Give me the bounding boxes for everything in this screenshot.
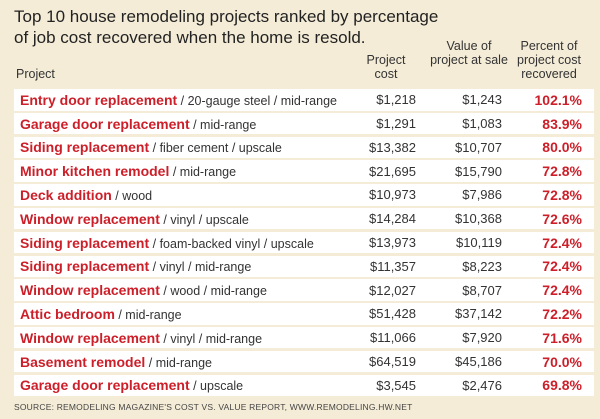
project-cell: Window replacement / wood / mid-range [20, 282, 267, 298]
project-cell: Siding replacement / foam-backed vinyl /… [20, 235, 314, 251]
project-details: / wood / mid-range [159, 284, 267, 299]
project-cost-cell: $3,545 [376, 377, 416, 393]
project-name: Entry door replacement [20, 91, 178, 108]
project-name: Siding replacement [20, 258, 150, 275]
project-cell: Garage door replacement / upscale [20, 377, 243, 393]
project-details: / 20-gauge steel / mid-range [177, 93, 337, 108]
value-at-sale-cell: $7,986 [462, 187, 502, 203]
project-name: Siding replacement [20, 139, 150, 156]
percent-recovered-cell: 72.2% [542, 305, 582, 322]
percent-recovered-cell: 72.4% [542, 234, 582, 251]
project-details: / foam-backed vinyl / upscale [149, 236, 314, 251]
percent-recovered-cell: 72.8% [542, 186, 582, 203]
project-details: / mid-range [189, 117, 257, 132]
value-at-sale-cell: $2,476 [462, 377, 502, 393]
percent-recovered-cell: 80.0% [542, 139, 582, 156]
value-at-sale-cell: $15,790 [455, 163, 502, 179]
project-cell: Entry door replacement / 20-gauge steel … [20, 92, 337, 108]
project-cell: Basement remodel / mid-range [20, 354, 212, 370]
project-name: Siding replacement [20, 234, 150, 251]
percent-recovered-cell: 70.0% [542, 353, 582, 370]
project-cell: Minor kitchen remodel / mid-range [20, 163, 236, 179]
project-cell: Window replacement / vinyl / mid-range [20, 330, 262, 346]
value-at-sale-cell: $7,920 [462, 330, 502, 346]
project-details: / vinyl / upscale [159, 212, 249, 227]
project-cell: Attic bedroom / mid-range [20, 306, 182, 322]
project-cost-cell: $13,382 [369, 139, 416, 155]
project-cost-cell: $64,519 [369, 354, 416, 370]
project-cost-cell: $11,066 [369, 330, 416, 346]
project-cell: Window replacement / vinyl / upscale [20, 211, 249, 227]
project-details: / fiber cement / upscale [149, 141, 282, 156]
table-row: Siding replacement / foam-backed vinyl /… [14, 231, 594, 254]
project-cost-cell: $11,357 [369, 258, 416, 274]
percent-recovered-cell: 72.8% [542, 163, 582, 180]
percent-recovered-cell: 72.4% [542, 282, 582, 299]
value-at-sale-cell: $8,223 [462, 258, 502, 274]
value-at-sale-cell: $10,368 [455, 211, 502, 227]
project-cell: Garage door replacement / mid-range [20, 116, 256, 132]
project-cost-cell: $51,428 [369, 306, 416, 322]
project-name: Basement remodel [20, 353, 146, 370]
table-row: Window replacement / wood / mid-range $12… [14, 279, 594, 301]
table-row: Minor kitchen remodel / mid-range $21,695… [14, 160, 594, 182]
project-name: Window replacement [20, 210, 160, 227]
project-details: / vinyl / mid-range [159, 331, 263, 346]
value-at-sale-cell: $10,707 [455, 139, 502, 155]
project-name: Deck addition [20, 186, 112, 203]
project-cell: Siding replacement / vinyl / mid-range [20, 258, 251, 274]
table-row: Siding replacement / fiber cement / upsc… [14, 136, 594, 159]
project-cost-cell: $13,973 [369, 235, 416, 251]
project-details: / vinyl / mid-range [149, 260, 252, 275]
percent-recovered-cell: 71.6% [542, 329, 582, 346]
value-at-sale-cell: $1,083 [462, 116, 502, 132]
percent-recovered-cell: 72.6% [542, 210, 582, 227]
percent-recovered-cell: 72.4% [542, 258, 582, 275]
value-at-sale-cell: $45,186 [455, 354, 502, 370]
project-name: Garage door replacement [20, 115, 190, 132]
project-cell: Deck addition / wood [20, 187, 152, 203]
percent-recovered-cell: 83.9% [542, 115, 582, 132]
project-name: Minor kitchen remodel [20, 163, 170, 180]
project-details: / wood [111, 188, 153, 203]
project-cost-cell: $1,291 [376, 116, 416, 132]
header-value-at-sale: Value of project at sale [430, 39, 508, 67]
table-row: Deck addition / wood $10,973 $7,986 72.8% [14, 184, 594, 206]
header-project: Project [16, 67, 55, 81]
project-cost-cell: $10,973 [369, 187, 416, 203]
project-details: / upscale [189, 379, 244, 394]
project-name: Window replacement [20, 329, 160, 346]
table-row: Basement remodel / mid-range $64,519 $45,1… [14, 350, 594, 373]
table-row: Window replacement / vinyl / mid-range $1… [14, 326, 594, 349]
project-cost-cell: $12,027 [369, 282, 416, 298]
chart-title: Top 10 house remodeling projects ranked … [14, 7, 439, 47]
project-cost-cell: $14,284 [369, 211, 416, 227]
table-row: Entry door replacement / 20-gauge steel … [14, 89, 594, 111]
project-details: / mid-range [145, 355, 212, 370]
project-details: / mid-range [114, 307, 182, 322]
project-name: Attic bedroom [20, 305, 115, 322]
table-row: Siding replacement / vinyl / mid-range $1… [14, 255, 594, 278]
project-name: Window replacement [20, 282, 160, 299]
table-row: Attic bedroom / mid-range $51,428 $37,142 7… [14, 303, 594, 325]
table-row: Garage door replacement / mid-range $1,29… [14, 112, 594, 135]
source-note: SOURCE: REMODELING MAGAZINE'S COST VS. V… [14, 402, 413, 412]
table-body: Entry door replacement / 20-gauge steel … [14, 89, 594, 398]
table-row: Garage door replacement / upscale $3,545 $… [14, 374, 594, 397]
header-percent-recovered: Percent of project cost recovered [517, 39, 581, 81]
project-cost-cell: $1,218 [376, 92, 416, 108]
percent-recovered-cell: 102.1% [534, 91, 582, 108]
value-at-sale-cell: $10,119 [455, 235, 502, 251]
value-at-sale-cell: $1,243 [462, 92, 502, 108]
header-project-cost: Project cost [366, 53, 406, 81]
project-cost-cell: $21,695 [369, 163, 416, 179]
project-details: / mid-range [169, 165, 237, 180]
table-row: Window replacement / vinyl / upscale $14,… [14, 207, 594, 230]
percent-recovered-cell: 69.8% [542, 377, 582, 394]
value-at-sale-cell: $8,707 [462, 282, 502, 298]
project-name: Garage door replacement [20, 377, 190, 394]
project-cell: Siding replacement / fiber cement / upsc… [20, 139, 282, 155]
value-at-sale-cell: $37,142 [455, 306, 502, 322]
